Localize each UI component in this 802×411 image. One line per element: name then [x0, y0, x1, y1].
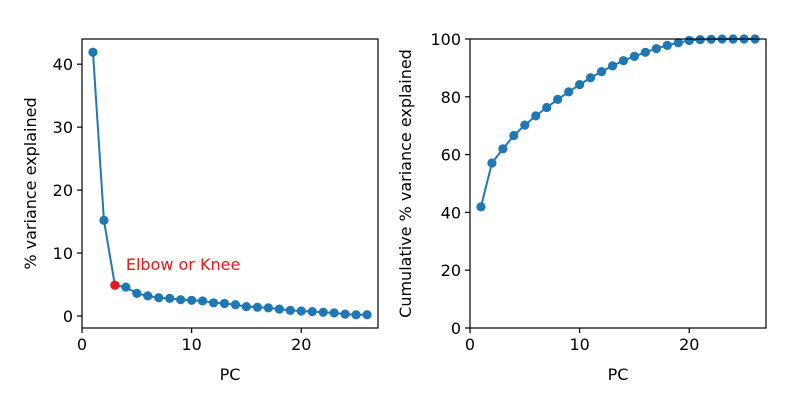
y-tick-label: 0	[63, 307, 73, 326]
x-axis-label: PC	[220, 365, 241, 384]
data-point	[585, 73, 596, 83]
data-point	[542, 102, 552, 113]
data-point	[476, 202, 486, 212]
data-point	[296, 306, 306, 316]
data-point	[99, 215, 109, 225]
y-tick-label: 100	[430, 30, 461, 49]
data-point	[553, 94, 563, 104]
data-point	[187, 295, 197, 305]
data-point	[230, 300, 241, 310]
data-point	[143, 291, 153, 301]
data-point	[307, 307, 317, 317]
data-point	[318, 307, 328, 317]
data-point	[274, 304, 284, 314]
y-axis-label: % variance explained	[21, 97, 40, 269]
x-tick-label: 10	[181, 335, 201, 354]
data-point	[531, 111, 541, 121]
data-point	[520, 120, 530, 130]
data-point	[154, 293, 164, 303]
data-point	[629, 51, 640, 61]
y-tick-label: 80	[441, 88, 461, 107]
y-tick-label: 40	[53, 55, 73, 74]
data-point	[640, 47, 651, 57]
x-tick-label: 20	[291, 335, 311, 354]
series-line	[91, 52, 368, 316]
data-point	[509, 130, 519, 141]
y-tick-label: 60	[441, 146, 461, 165]
data-point	[351, 310, 361, 320]
data-point	[176, 295, 186, 305]
y-tick-label: 20	[53, 181, 73, 200]
x-tick-label: 10	[569, 335, 589, 354]
axes-frame	[469, 38, 767, 329]
left-plot: Elbow or Knee 0 10 20 0 10 20 30 40 PC % variance …	[21, 38, 379, 384]
data-point	[673, 38, 683, 48]
y-tick-label: 40	[441, 203, 461, 222]
data-point	[596, 67, 607, 77]
data-point	[564, 87, 574, 97]
data-point	[121, 282, 131, 292]
data-point	[252, 302, 263, 312]
axes-frame	[81, 38, 379, 329]
x-axis-label: PC	[608, 365, 629, 384]
y-axis-label: Cumulative % variance explained	[396, 49, 415, 318]
data-point	[219, 298, 230, 309]
data-point	[263, 303, 273, 313]
right-plot: 0 10 20 0 20 40 60 80 100 PC Cumulative % variance…	[396, 30, 767, 384]
x-tick-label: 20	[679, 335, 699, 354]
data-point	[651, 43, 661, 54]
data-point	[662, 40, 672, 50]
x-tick-label: 0	[77, 335, 87, 354]
data-point	[618, 56, 629, 66]
y-tick-label: 10	[53, 244, 73, 263]
x-tick-label: 0	[465, 335, 475, 354]
data-point	[329, 308, 339, 318]
data-point	[88, 47, 98, 57]
y-tick-label: 20	[441, 261, 461, 280]
y-tick-label: 0	[451, 319, 461, 338]
data-point	[340, 309, 350, 319]
y-tick-label: 30	[53, 118, 73, 137]
data-point	[684, 35, 694, 46]
data-point	[132, 288, 142, 298]
data-point	[362, 310, 372, 320]
data-point	[498, 144, 508, 154]
data-point	[607, 61, 618, 71]
elbow-point	[110, 280, 120, 290]
data-point	[487, 158, 497, 168]
data-point	[208, 298, 219, 308]
data-point	[241, 301, 252, 312]
annotation-label: Elbow or Knee	[126, 255, 240, 274]
data-point	[575, 80, 585, 90]
data-point	[197, 296, 208, 306]
data-point	[285, 305, 295, 315]
data-point	[165, 293, 175, 304]
